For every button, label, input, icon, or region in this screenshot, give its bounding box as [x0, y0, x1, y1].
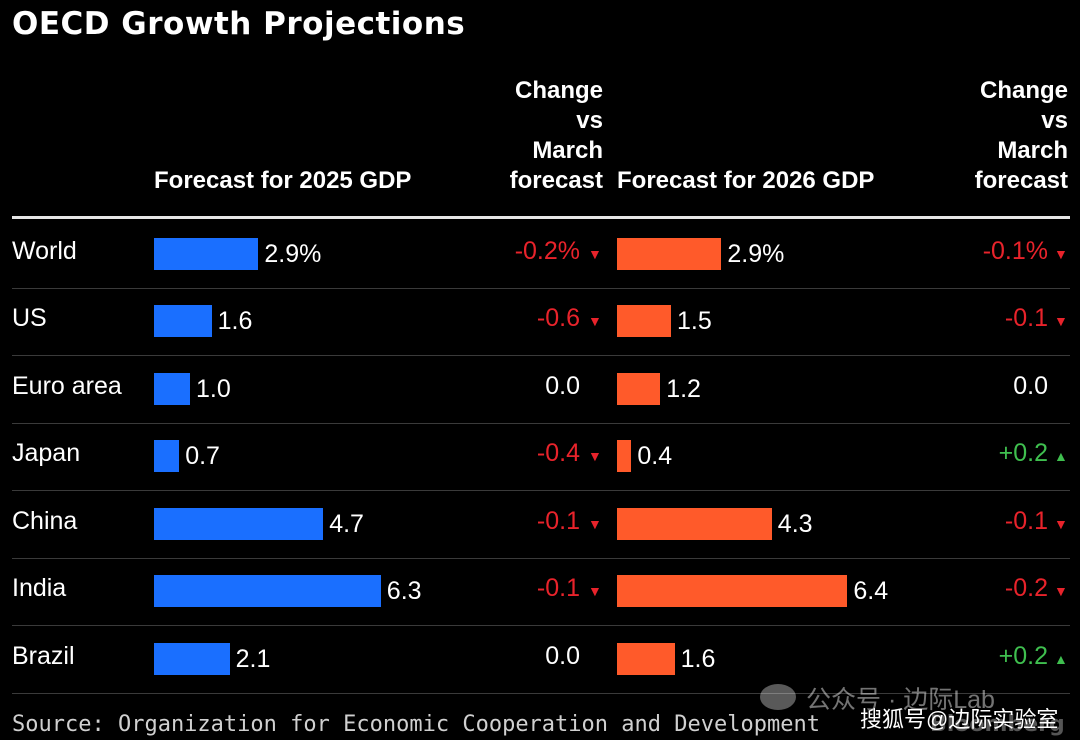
change-header-line: forecast — [509, 167, 603, 194]
bar-value-2025: 1.0 — [196, 374, 231, 403]
bar-2026 — [617, 372, 661, 405]
down-arrow-icon: ▼ — [1054, 245, 1068, 262]
bar-value-2026: 2.9% — [727, 239, 785, 268]
chart-title: OECD Growth Projections — [12, 6, 466, 42]
row-divider — [12, 490, 1070, 491]
bar-value-2025: 6.3 — [386, 577, 422, 606]
row-divider — [12, 422, 1070, 424]
column-header-2025: Forecast for 2025 GDP — [154, 167, 412, 194]
change-2025: -0.1 — [536, 506, 580, 535]
down-arrow-icon: ▼ — [588, 313, 602, 330]
change-header-line: Change — [514, 77, 603, 104]
row-label: US — [12, 304, 47, 333]
down-arrow-icon: ▼ — [1054, 515, 1068, 532]
change-2025: -0.2% — [514, 236, 580, 265]
bar-2026 — [617, 237, 722, 270]
down-arrow-icon: ▼ — [588, 515, 602, 532]
bar-value-2026: 6.4 — [853, 577, 889, 606]
bar-2026 — [617, 575, 848, 608]
change-header-line: vs — [1041, 107, 1068, 134]
bar-2026 — [617, 305, 671, 338]
change-2026: -0.1% — [982, 236, 1048, 265]
bar-2025 — [154, 237, 259, 270]
down-arrow-icon: ▼ — [1054, 313, 1068, 330]
bar-2026 — [617, 440, 632, 473]
bar-value-2025: 0.7 — [185, 442, 220, 471]
row-divider — [12, 557, 1070, 559]
down-arrow-icon: ▼ — [588, 583, 602, 600]
source-note: Source: Organization for Economic Cooper… — [12, 712, 820, 737]
change-header-line: March — [997, 137, 1068, 164]
watermark-line2: 搜狐号@边际实验室 — [860, 707, 1059, 732]
column-header-change-2025: Change vs March forecast — [470, 76, 603, 196]
bar-2025 — [154, 642, 230, 675]
bar-value-2026: 4.3 — [777, 509, 813, 538]
down-arrow-icon: ▼ — [588, 448, 602, 465]
row-label: India — [12, 574, 67, 603]
change-2025: -0.1 — [536, 574, 580, 603]
row-label: Japan — [12, 439, 81, 468]
row-label: China — [12, 506, 78, 535]
brand-logo: Bloomberg — [930, 712, 1065, 737]
bar-2025 — [154, 372, 190, 405]
bar-2025 — [154, 440, 180, 473]
change-2026: +0.2 — [998, 439, 1048, 468]
change-header-line: Change — [979, 77, 1068, 104]
bar-2025 — [154, 305, 212, 338]
bar-value-2026: 0.4 — [637, 442, 673, 471]
bar-value-2026: 1.2 — [666, 374, 701, 403]
column-header-change-2026: Change vs March forecast — [930, 76, 1068, 196]
change-2025: -0.6 — [536, 304, 580, 333]
column-header-2026: Forecast for 2026 GDP — [617, 167, 875, 194]
row-label: Euro area — [12, 371, 122, 400]
change-header-line: March — [532, 137, 603, 164]
bar-2026 — [617, 507, 772, 540]
change-header-line: vs — [576, 107, 603, 134]
change-2025: -0.4 — [536, 439, 580, 468]
bar-2025 — [154, 507, 324, 540]
bar-value-2025: 4.7 — [329, 509, 364, 538]
change-2026: +0.2 — [998, 641, 1048, 670]
row-divider — [12, 287, 1070, 289]
change-2025: 0.0 — [545, 371, 580, 400]
bar-value-2025: 2.9% — [264, 239, 322, 268]
bar-value-2026: 1.5 — [677, 307, 712, 336]
row-divider — [12, 692, 1070, 694]
header-rule — [12, 216, 1070, 219]
row-label: Brazil — [12, 641, 75, 670]
change-2025: 0.0 — [545, 641, 580, 670]
up-arrow-icon: ▲ — [1054, 448, 1068, 465]
down-arrow-icon: ▼ — [1054, 583, 1068, 600]
bar-2025 — [154, 575, 381, 608]
row-label: World — [12, 236, 77, 265]
change-2026: -0.2 — [1004, 574, 1048, 603]
row-divider — [12, 355, 1070, 356]
bar-2026 — [617, 642, 675, 675]
change-header-line: forecast — [974, 167, 1068, 194]
up-arrow-icon: ▲ — [1054, 650, 1068, 667]
change-2026: -0.1 — [1004, 304, 1048, 333]
change-2026: -0.1 — [1004, 506, 1048, 535]
row-divider — [12, 625, 1070, 626]
watermark-line1: 公众号 · 边际Lab — [806, 686, 995, 714]
down-arrow-icon: ▼ — [588, 245, 602, 262]
bar-value-2025: 1.6 — [217, 307, 253, 336]
bar-value-2026: 1.6 — [680, 644, 716, 673]
change-2026: 0.0 — [1013, 371, 1048, 400]
bar-value-2025: 2.1 — [235, 644, 271, 673]
wechat-icon — [760, 684, 796, 710]
